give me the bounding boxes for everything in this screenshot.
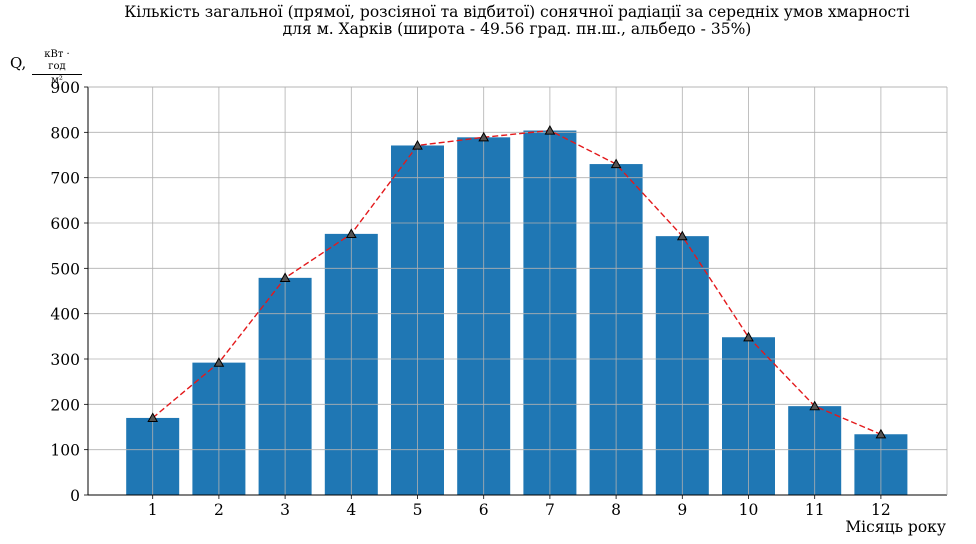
y-tick-label: 500 xyxy=(50,260,80,278)
y-axis-unit-denominator: м² xyxy=(51,75,63,86)
marker-month-3 xyxy=(279,272,291,282)
x-tick-label: 3 xyxy=(280,501,290,519)
y-tick-label: 800 xyxy=(50,124,80,142)
chart-title: Кількість загальної (прямої, розсіяної т… xyxy=(60,4,974,38)
y-tick-label: 0 xyxy=(70,487,80,505)
marker-month-9 xyxy=(676,230,688,241)
y-tick-label: 100 xyxy=(50,442,80,460)
marker-month-10 xyxy=(743,331,754,342)
y-axis-symbol: Q, xyxy=(10,54,27,72)
y-tick-label: 600 xyxy=(50,215,80,233)
trend-line xyxy=(152,129,882,435)
x-tick-label: 12 xyxy=(871,501,891,519)
x-tick-label: 4 xyxy=(346,501,356,519)
y-axis-unit-numerator: кВт · год xyxy=(32,49,82,75)
marker-month-8 xyxy=(610,158,622,169)
x-axis-label: Місяць року xyxy=(845,518,946,536)
y-tick-label: 300 xyxy=(50,351,80,369)
y-tick-label: 700 xyxy=(50,170,80,188)
x-tick-label: 1 xyxy=(148,501,158,519)
x-tick-label: 6 xyxy=(479,501,489,519)
y-axis-unit: кВт · год м² xyxy=(32,49,82,87)
marker-month-6 xyxy=(478,131,490,142)
x-tick-label: 9 xyxy=(677,501,687,519)
marker-month-1 xyxy=(147,412,159,423)
y-tick-label: 200 xyxy=(50,396,80,414)
marker-month-2 xyxy=(213,357,225,367)
x-tick-label: 7 xyxy=(545,501,555,519)
y-tick-label: 900 xyxy=(50,79,80,97)
chart-title-line-1: Кількість загальної (прямої, розсіяної т… xyxy=(124,3,910,21)
x-tick-label: 8 xyxy=(611,501,621,519)
y-tick-label: 400 xyxy=(50,306,80,324)
marker-month-4 xyxy=(345,228,357,238)
x-tick-label: 11 xyxy=(805,501,825,519)
marker-month-5 xyxy=(412,139,423,150)
x-tick-label: 5 xyxy=(413,501,423,519)
chart-title-line-2: для м. Харків (широта - 49.56 град. пн.ш… xyxy=(282,20,752,38)
marker-month-11 xyxy=(809,400,821,411)
x-tick-label: 2 xyxy=(214,501,224,519)
marker-month-7 xyxy=(544,124,556,135)
marker-month-12 xyxy=(875,428,887,439)
x-tick-label: 10 xyxy=(739,501,759,519)
